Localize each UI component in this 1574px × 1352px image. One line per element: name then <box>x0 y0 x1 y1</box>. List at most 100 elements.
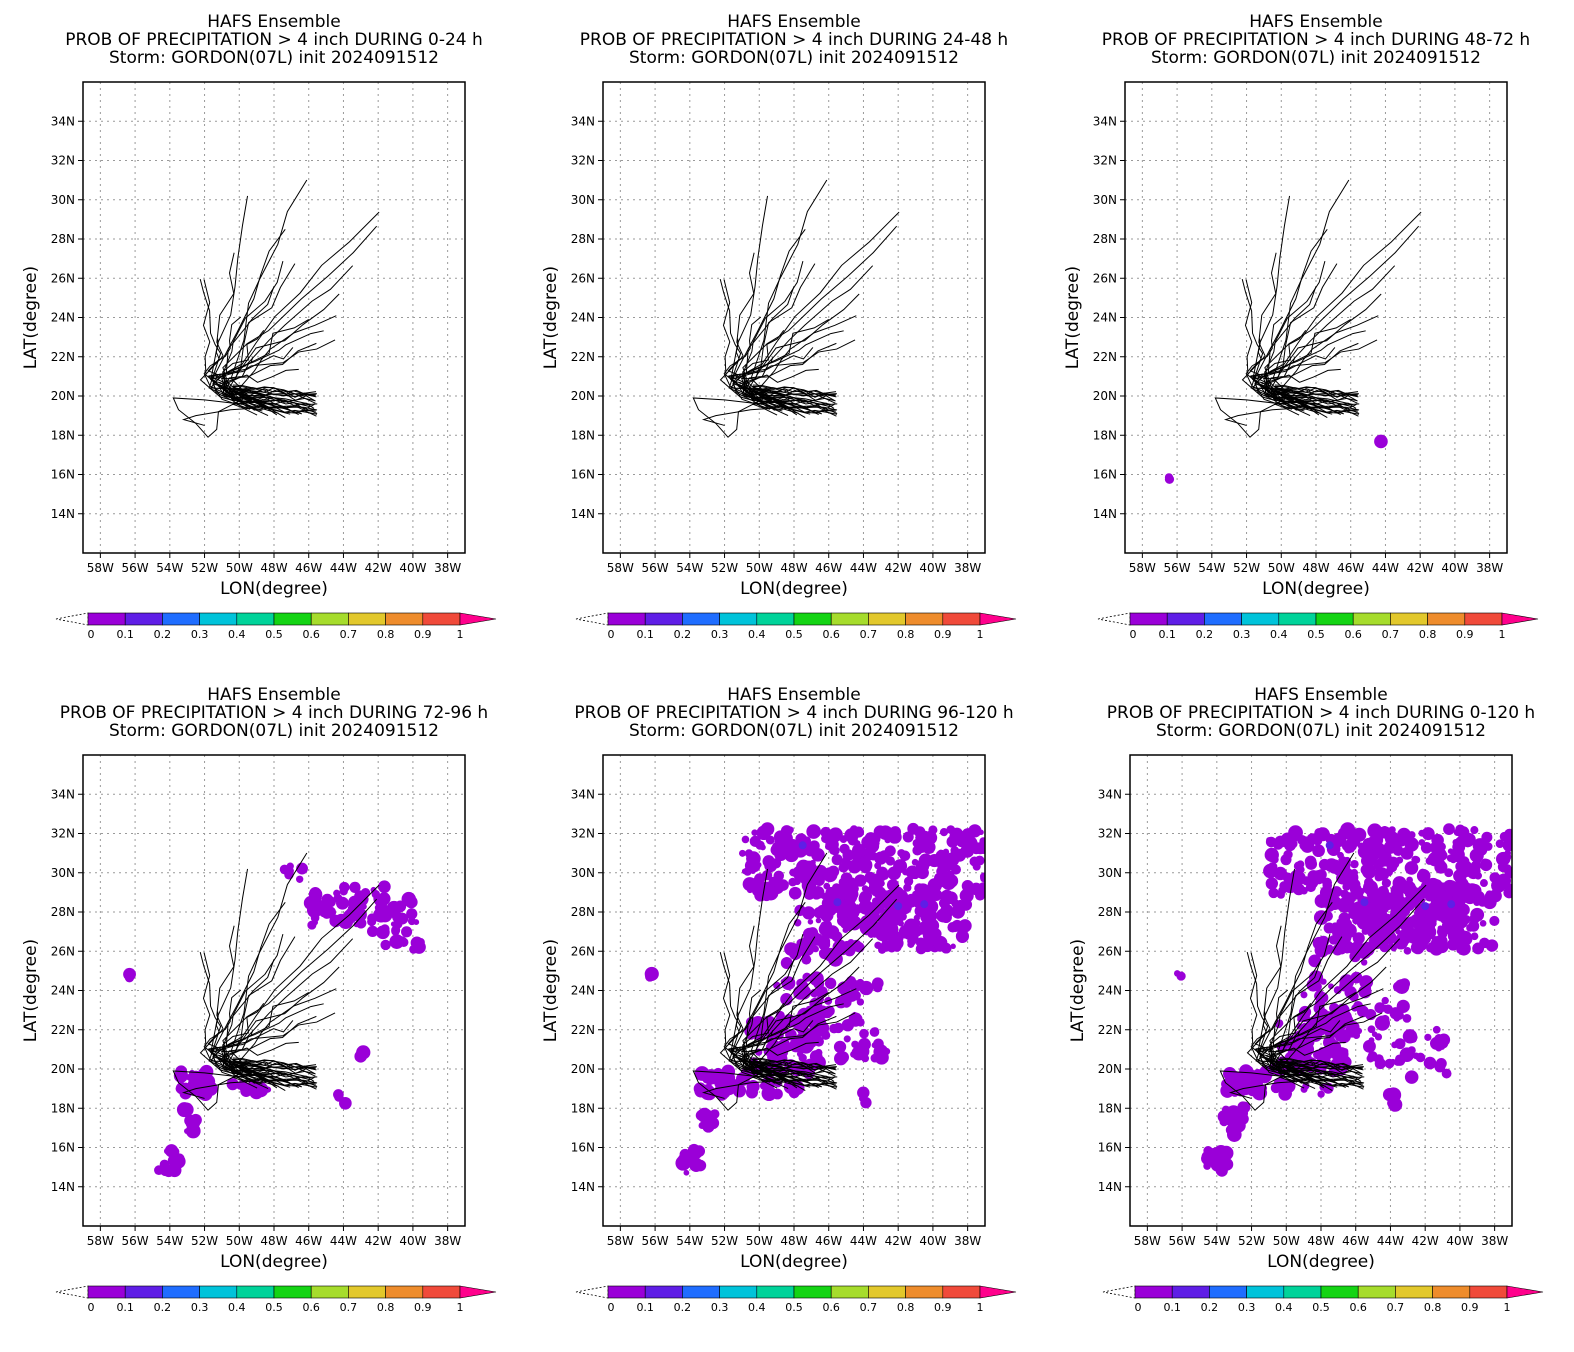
precip-cell <box>789 868 797 877</box>
x-tick-label: 54W <box>156 561 183 575</box>
precip-cell <box>979 837 985 845</box>
x-tick-label: 48W <box>1307 1234 1334 1248</box>
ensemble-track <box>753 387 837 397</box>
precip-cell <box>838 862 849 873</box>
precip-cell <box>1396 999 1410 1013</box>
colorbar-label: 0.7 <box>340 628 358 641</box>
precip-cell <box>918 853 933 868</box>
precip-cell <box>1470 932 1479 941</box>
precip-cell <box>1370 910 1381 921</box>
precip-cell <box>1446 854 1455 863</box>
precip-cell <box>903 894 918 908</box>
precip-cell <box>1393 1015 1400 1022</box>
ensemble-track <box>692 1064 803 1111</box>
precip-cell <box>942 848 950 856</box>
chart-subtitle: PROB OF PRECIPITATION > 4 inch DURING 0-… <box>1107 703 1535 723</box>
precip-cell <box>1289 1045 1303 1060</box>
colorbar-segment <box>1315 612 1354 626</box>
colorbar-label: 0.6 <box>302 1301 320 1314</box>
ensemble-track <box>1223 405 1334 426</box>
x-tick-label: 58W <box>607 561 634 575</box>
x-tick-label: 46W <box>1342 1234 1369 1248</box>
colorbar-label: 0.9 <box>1456 628 1474 641</box>
ensemble-track <box>181 1078 292 1099</box>
precip-cell <box>237 1080 249 1091</box>
precip-cell <box>842 849 855 862</box>
y-axis-label: LAT(degree) <box>1068 939 1088 1042</box>
y-tick-label: 22N <box>51 1023 75 1037</box>
colorbar-segment <box>942 1285 981 1299</box>
precip-cell <box>1367 1025 1376 1034</box>
precip-cell <box>1213 1157 1226 1170</box>
precip-cell <box>1426 916 1434 924</box>
ensemble-track <box>232 1076 317 1090</box>
precip-cell <box>1270 1082 1282 1094</box>
precip-cell <box>1350 859 1359 869</box>
y-tick-label: 16N <box>51 468 75 482</box>
colorbar-label: 0 <box>608 628 615 641</box>
x-tick-label: 58W <box>1134 1234 1161 1248</box>
plot-area <box>1130 755 1512 1226</box>
y-tick-label: 20N <box>51 1062 75 1076</box>
precip-cell <box>1226 1127 1242 1142</box>
precip-cell <box>1263 863 1278 879</box>
y-tick-label: 34N <box>1098 787 1122 801</box>
colorbar-segment <box>273 1285 312 1299</box>
y-axis-label: LAT(degree) <box>1063 266 1083 369</box>
precip-cell <box>1497 861 1509 873</box>
colorbar-label: 0.3 <box>191 1301 209 1314</box>
y-tick-label: 28N <box>1098 905 1122 919</box>
precip-cell <box>957 932 968 944</box>
precip-cell <box>1219 1148 1231 1161</box>
plot-area <box>83 82 465 553</box>
y-tick-label: 30N <box>1093 193 1117 207</box>
ensemble-track <box>739 356 822 415</box>
precip-cell <box>1470 907 1485 922</box>
precip-cell <box>354 890 366 903</box>
y-tick-label: 24N <box>1093 311 1117 325</box>
precip-cell <box>849 980 862 993</box>
colorbar-label: 0.4 <box>1270 628 1288 641</box>
precip-cell <box>689 1151 697 1160</box>
precip-cell <box>1459 861 1465 867</box>
precip-cell <box>1495 839 1505 848</box>
precip-cell <box>1268 887 1279 899</box>
precip-cell <box>1359 975 1374 989</box>
ensemble-track <box>219 1029 302 1088</box>
precip-cell <box>958 919 972 933</box>
precip-cell <box>172 1165 180 1173</box>
precip-cell <box>124 973 135 983</box>
precip-cell <box>902 831 914 843</box>
colorbar-label: 0.1 <box>116 628 134 641</box>
precip-cell <box>339 881 350 893</box>
precip-cell <box>377 907 393 923</box>
x-tick-label: 50W <box>226 1234 253 1248</box>
precip-cell <box>732 1084 747 1098</box>
colorbar-label: 0.4 <box>748 1301 766 1314</box>
y-tick-label: 20N <box>571 389 595 403</box>
ensemble-track <box>750 852 832 1079</box>
colorbar-segment <box>273 612 312 626</box>
precip-cell <box>922 928 937 943</box>
precip-cell <box>1364 877 1374 888</box>
ensemble-track <box>233 1060 317 1070</box>
colorbar-label: 0.8 <box>1424 1301 1442 1314</box>
ensemble-track <box>752 1076 837 1090</box>
precip-cell <box>878 850 890 862</box>
precip-cell <box>871 977 884 990</box>
precip-cell <box>1438 929 1448 939</box>
precip-cell <box>1404 861 1419 875</box>
ensemble-track <box>1249 952 1338 1088</box>
x-tick-label: 42W <box>365 561 392 575</box>
precip-cell <box>1348 834 1361 848</box>
precip-cell <box>742 877 757 892</box>
colorbar-segment <box>348 1285 386 1299</box>
precip-cell <box>942 860 954 872</box>
precip-cell <box>846 995 854 1002</box>
precip-cell <box>1332 944 1344 956</box>
x-tick-label: 38W <box>1481 1234 1508 1248</box>
precip-cell <box>1447 909 1453 916</box>
precip-cell <box>834 854 840 861</box>
precip-cell <box>1460 917 1468 924</box>
precip-cell <box>1397 889 1404 896</box>
